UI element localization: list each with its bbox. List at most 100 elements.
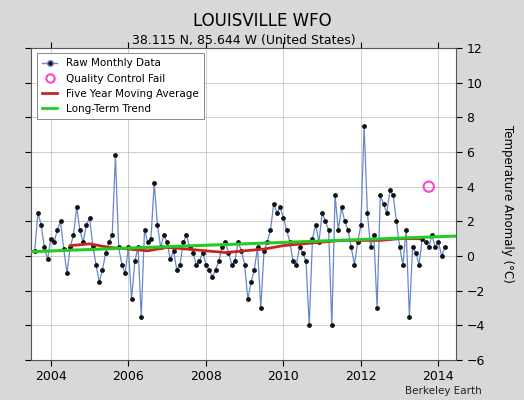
Point xyxy=(169,248,178,254)
Point xyxy=(260,248,268,254)
Point xyxy=(218,244,226,250)
Point xyxy=(334,227,343,233)
Point xyxy=(431,244,440,250)
Point xyxy=(118,262,126,268)
Point xyxy=(272,210,281,216)
Point xyxy=(247,279,255,285)
Point xyxy=(157,244,165,250)
Point xyxy=(241,262,249,268)
Point xyxy=(434,239,443,245)
Point xyxy=(95,279,103,285)
Point xyxy=(286,239,294,245)
Point xyxy=(37,222,45,228)
Point xyxy=(366,244,375,250)
Point xyxy=(279,215,288,221)
Point xyxy=(421,239,430,245)
Point xyxy=(282,227,291,233)
Point xyxy=(43,256,52,263)
Point xyxy=(412,249,420,256)
Point xyxy=(160,232,168,238)
Point xyxy=(250,267,258,273)
Point xyxy=(302,258,310,264)
Point xyxy=(350,262,358,268)
Point xyxy=(328,322,336,328)
Point xyxy=(182,232,191,238)
Point xyxy=(199,249,207,256)
Point xyxy=(244,296,252,302)
Point xyxy=(308,236,316,242)
Point xyxy=(263,239,271,245)
Point xyxy=(231,258,239,264)
Point xyxy=(357,222,365,228)
Point xyxy=(408,244,417,250)
Point xyxy=(392,218,401,224)
Point xyxy=(415,262,423,268)
Point xyxy=(99,267,107,273)
Point xyxy=(266,227,275,233)
Point xyxy=(140,227,149,233)
Point xyxy=(347,244,355,250)
Point xyxy=(253,244,261,250)
Point xyxy=(438,253,446,259)
Point xyxy=(386,187,394,193)
Point xyxy=(376,192,385,198)
Point xyxy=(331,192,339,198)
Point xyxy=(40,244,49,250)
Point xyxy=(89,242,97,249)
Point xyxy=(315,239,323,245)
Point xyxy=(227,262,236,268)
Point xyxy=(50,239,58,245)
Point xyxy=(305,322,313,328)
Point xyxy=(299,249,307,256)
Point xyxy=(424,184,433,190)
Point xyxy=(373,305,381,311)
Point xyxy=(34,210,42,216)
Point xyxy=(185,244,194,250)
Point xyxy=(363,210,372,216)
Point xyxy=(150,180,158,186)
Point xyxy=(147,236,155,242)
Point xyxy=(341,218,349,224)
Point xyxy=(79,239,88,245)
Point xyxy=(114,244,123,250)
Title: 38.115 N, 85.644 W (United States): 38.115 N, 85.644 W (United States) xyxy=(132,34,355,47)
Point xyxy=(257,305,265,311)
Text: Berkeley Earth: Berkeley Earth xyxy=(406,386,482,396)
Y-axis label: Temperature Anomaly (°C): Temperature Anomaly (°C) xyxy=(501,125,515,283)
Point xyxy=(211,267,220,273)
Point xyxy=(428,232,436,238)
Point xyxy=(111,152,119,159)
Point xyxy=(102,249,110,256)
Point xyxy=(337,204,346,211)
Point xyxy=(418,236,427,242)
Point xyxy=(396,244,404,250)
Point xyxy=(127,296,136,302)
Point xyxy=(360,123,368,129)
Point xyxy=(205,267,213,273)
Point xyxy=(92,262,100,268)
Point xyxy=(163,239,171,245)
Point xyxy=(221,239,230,245)
Point xyxy=(124,244,133,250)
Point xyxy=(292,262,300,268)
Point xyxy=(66,244,74,250)
Point xyxy=(53,227,61,233)
Point xyxy=(144,239,152,245)
Point xyxy=(189,249,197,256)
Point xyxy=(72,204,81,211)
Point xyxy=(405,314,413,320)
Point xyxy=(234,239,242,245)
Point xyxy=(269,201,278,207)
Point xyxy=(379,201,388,207)
Point xyxy=(47,236,55,242)
Point xyxy=(399,262,407,268)
Point xyxy=(63,270,71,276)
Point xyxy=(324,227,333,233)
Point xyxy=(69,232,78,238)
Point xyxy=(195,258,204,264)
Point xyxy=(441,244,449,250)
Point xyxy=(383,210,391,216)
Point xyxy=(121,270,129,276)
Point xyxy=(105,239,113,245)
Point xyxy=(321,218,330,224)
